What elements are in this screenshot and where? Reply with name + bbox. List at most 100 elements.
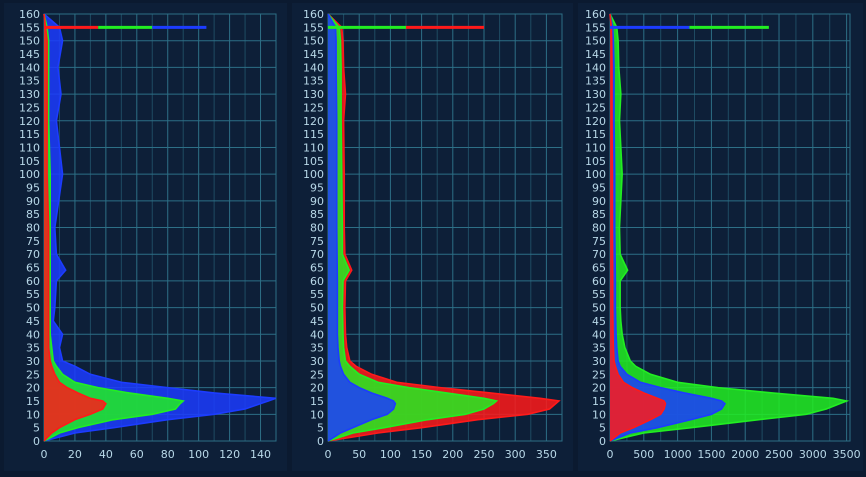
y-tick-label: 150 xyxy=(19,35,40,48)
y-tick-label: 40 xyxy=(26,328,40,341)
y-tick-label: 160 xyxy=(19,8,40,21)
y-tick-label: 160 xyxy=(585,8,606,21)
chart-panel-3: 0510152025303540455055606570758085909510… xyxy=(578,3,863,471)
y-tick-label: 15 xyxy=(592,395,606,408)
y-tick-label: 120 xyxy=(303,115,324,128)
y-tick-label: 150 xyxy=(585,35,606,48)
y-tick-label: 0 xyxy=(599,435,606,448)
series-line-red xyxy=(43,13,107,442)
y-tick-label: 45 xyxy=(310,315,324,328)
series-line-green xyxy=(609,13,850,442)
y-tick-label: 20 xyxy=(310,382,324,395)
y-tick-label: 55 xyxy=(26,288,40,301)
y-tick-label: 105 xyxy=(303,155,324,168)
x-tick-label: 0 xyxy=(325,448,332,461)
y-tick-label: 140 xyxy=(303,61,324,74)
y-tick-label: 130 xyxy=(303,88,324,101)
y-tick-label: 5 xyxy=(599,422,606,435)
x-tick-label: 250 xyxy=(474,448,495,461)
chart-panel-1: 0510152025303540455055606570758085909510… xyxy=(4,3,287,471)
y-tick-label: 45 xyxy=(26,315,40,328)
y-tick-label: 95 xyxy=(310,181,324,194)
series-line-red xyxy=(327,13,561,442)
y-tick-label: 15 xyxy=(26,395,40,408)
y-tick-label: 85 xyxy=(592,208,606,221)
y-tick-label: 70 xyxy=(592,248,606,261)
grid xyxy=(327,13,563,442)
y-tick-label: 125 xyxy=(585,101,606,114)
y-tick-label: 75 xyxy=(592,235,606,248)
chart-panels: 0510152025303540455055606570758085909510… xyxy=(4,3,863,471)
y-tick-label: 5 xyxy=(317,422,324,435)
y-tick-label: 110 xyxy=(303,141,324,154)
series-group xyxy=(609,13,850,442)
y-tick-label: 25 xyxy=(26,368,40,381)
y-tick-label: 25 xyxy=(310,368,324,381)
y-tick-label: 75 xyxy=(26,235,40,248)
y-tick-label: 120 xyxy=(19,115,40,128)
y-tick-label: 105 xyxy=(585,155,606,168)
y-tick-label: 90 xyxy=(310,195,324,208)
y-tick-label: 40 xyxy=(592,328,606,341)
y-tick-label: 65 xyxy=(26,262,40,275)
y-tick-label: 100 xyxy=(585,168,606,181)
series-line-blue xyxy=(327,13,397,442)
y-tick-label: 95 xyxy=(592,181,606,194)
y-tick-label: 105 xyxy=(19,155,40,168)
grid xyxy=(43,13,277,442)
y-tick-label: 85 xyxy=(310,208,324,221)
x-axis-ticks: 0 20 40 60 80 100 120 140 xyxy=(41,448,272,461)
y-tick-label: 0 xyxy=(317,435,324,448)
y-tick-label: 155 xyxy=(19,21,40,34)
y-tick-label: 155 xyxy=(303,21,324,34)
y-tick-label: 40 xyxy=(310,328,324,341)
y-tick-label: 100 xyxy=(303,168,324,181)
x-tick-label: 60 xyxy=(130,448,144,461)
series-line-blue xyxy=(43,13,277,442)
y-tick-label: 135 xyxy=(19,75,40,88)
x-tick-label: 300 xyxy=(505,448,526,461)
y-tick-label: 50 xyxy=(592,302,606,315)
y-tick-label: 60 xyxy=(310,275,324,288)
series-group xyxy=(327,13,561,442)
x-tick-label: 2000 xyxy=(731,448,759,461)
y-tick-label: 10 xyxy=(310,408,324,421)
series-area-blue xyxy=(328,14,396,441)
x-tick-label: 120 xyxy=(219,448,240,461)
series-line-green xyxy=(43,13,186,442)
x-tick-label: 350 xyxy=(536,448,557,461)
y-tick-label: 0 xyxy=(33,435,40,448)
series-area-red xyxy=(610,14,666,441)
y-tick-label: 20 xyxy=(26,382,40,395)
x-tick-label: 1500 xyxy=(697,448,725,461)
y-tick-label: 115 xyxy=(19,128,40,141)
x-tick-label: 140 xyxy=(250,448,271,461)
y-tick-label: 30 xyxy=(310,355,324,368)
y-tick-label: 10 xyxy=(26,408,40,421)
y-tick-label: 70 xyxy=(26,248,40,261)
y-tick-label: 75 xyxy=(310,235,324,248)
y-tick-label: 65 xyxy=(592,262,606,275)
y-tick-label: 80 xyxy=(592,222,606,235)
y-tick-label: 30 xyxy=(592,355,606,368)
y-tick-label: 85 xyxy=(26,208,40,221)
x-tick-label: 40 xyxy=(99,448,113,461)
y-axis-ticks: 0510152025303540455055606570758085909510… xyxy=(303,8,324,448)
y-tick-label: 60 xyxy=(26,275,40,288)
chart-panel-2: 0510152025303540455055606570758085909510… xyxy=(292,3,573,471)
y-tick-label: 20 xyxy=(592,382,606,395)
x-axis-ticks: 0 500 1000 1500 2000 2500 3000 3500 xyxy=(607,448,861,461)
y-axis-ticks: 0510152025303540455055606570758085909510… xyxy=(19,8,40,448)
x-tick-label: 2500 xyxy=(765,448,793,461)
y-tick-label: 25 xyxy=(592,368,606,381)
y-tick-label: 65 xyxy=(310,262,324,275)
y-tick-label: 160 xyxy=(303,8,324,21)
y-tick-label: 145 xyxy=(303,48,324,61)
x-tick-label: 3000 xyxy=(799,448,827,461)
y-tick-label: 135 xyxy=(585,75,606,88)
y-tick-label: 50 xyxy=(26,302,40,315)
y-tick-label: 95 xyxy=(26,181,40,194)
y-tick-label: 140 xyxy=(585,61,606,74)
y-tick-label: 125 xyxy=(303,101,324,114)
y-tick-label: 150 xyxy=(303,35,324,48)
